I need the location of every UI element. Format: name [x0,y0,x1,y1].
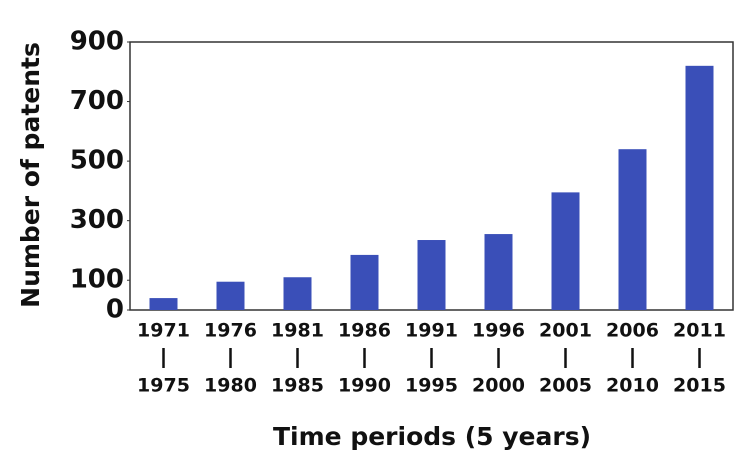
bar [484,234,513,310]
x-tick-label: 1986 [338,320,391,342]
bar [685,65,714,310]
bar [618,149,647,310]
x-tick-label: 2000 [472,375,525,397]
x-tick-label: 2001 [539,320,592,342]
x-tick-label: 1995 [405,375,458,397]
y-tick-label: 900 [70,27,124,57]
y-tick-label: 100 [70,265,124,295]
y-tick-label: 0 [106,295,124,325]
y-tick-label: 700 [70,86,124,116]
x-tick-label: 1996 [472,320,525,342]
y-axis-title: Number of patents [16,42,45,308]
x-tick-label: 2005 [539,375,592,397]
bar [149,298,178,310]
x-tick-label: 1990 [338,375,391,397]
x-tick-label: 2015 [673,375,726,397]
bar [417,240,446,310]
x-axis-title: Time periods (5 years) [273,422,591,451]
x-tick-label: 1985 [271,375,324,397]
x-tick-label: 1976 [204,320,257,342]
bar [283,277,312,310]
y-tick-label: 500 [70,146,124,176]
bar [551,192,580,310]
bar [350,254,379,310]
x-tick-label: 2010 [606,375,659,397]
x-tick-label: 1991 [405,320,458,342]
x-tick-label: 2011 [673,320,726,342]
x-tick-label: 1981 [271,320,324,342]
bar [216,281,245,310]
x-tick-label: 1971 [137,320,190,342]
x-tick-label: 2006 [606,320,659,342]
x-tick-label: 1975 [137,375,190,397]
y-tick-label: 300 [70,205,124,235]
x-tick-label: 1980 [204,375,257,397]
